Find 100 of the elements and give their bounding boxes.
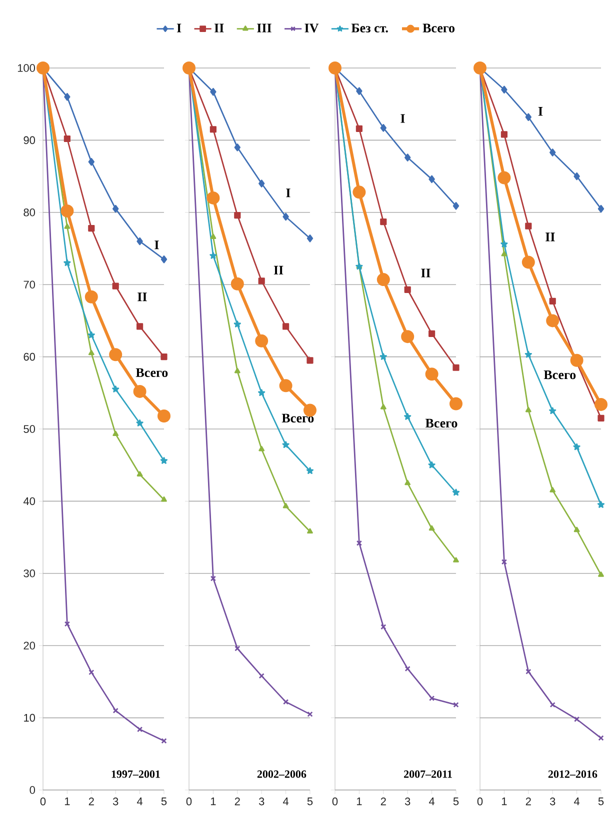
point <box>376 273 390 286</box>
point <box>428 175 435 184</box>
point <box>598 414 604 422</box>
point <box>550 148 556 156</box>
point <box>380 353 387 360</box>
point <box>452 488 460 496</box>
point <box>452 364 460 371</box>
x-tick-label: 4 <box>428 798 435 806</box>
point <box>549 298 556 305</box>
x-tick-label: 2 <box>526 798 531 806</box>
point <box>136 323 144 330</box>
point <box>598 572 604 577</box>
y-tick-label: 40 <box>23 497 36 506</box>
point <box>452 202 460 210</box>
point <box>546 314 560 328</box>
point <box>112 204 119 213</box>
point <box>356 87 362 95</box>
point <box>500 131 508 138</box>
legend-label: Всего <box>422 24 455 32</box>
point <box>574 716 580 722</box>
point <box>258 278 265 284</box>
point <box>282 323 290 330</box>
point <box>279 379 292 392</box>
point <box>526 668 532 674</box>
point <box>160 353 168 360</box>
point <box>525 222 532 230</box>
point <box>453 557 459 562</box>
point <box>112 282 119 290</box>
y-tick-label: 100 <box>18 64 36 72</box>
point <box>64 621 70 627</box>
x-tick-label: 5 <box>598 798 604 806</box>
point <box>501 250 508 256</box>
point <box>60 204 74 218</box>
point <box>210 126 216 133</box>
point <box>282 441 290 448</box>
point <box>210 252 217 259</box>
point <box>380 404 386 410</box>
x-tick-label: 1 <box>502 798 507 806</box>
point <box>404 666 410 672</box>
annotation: I <box>400 114 405 123</box>
point <box>84 290 98 304</box>
point <box>428 525 435 531</box>
point <box>182 61 196 74</box>
y-tick-label: 10 <box>24 714 36 722</box>
point <box>88 158 94 166</box>
point <box>136 471 143 476</box>
point <box>234 144 240 152</box>
point <box>404 286 411 293</box>
point <box>501 86 508 94</box>
point <box>234 320 241 328</box>
point <box>306 234 314 242</box>
point <box>210 88 216 96</box>
x-tick-label: 3 <box>258 798 264 806</box>
x-tick-label: 4 <box>282 798 289 806</box>
point <box>401 330 414 344</box>
annotation: 1997–2001 <box>112 770 160 778</box>
x-tick-label: 3 <box>550 798 556 806</box>
point <box>64 92 70 101</box>
x-tick-label: 2 <box>88 798 94 806</box>
point <box>524 350 532 358</box>
x-tick-label: 1 <box>356 798 362 806</box>
point <box>306 467 314 474</box>
point <box>573 443 580 450</box>
point <box>474 61 487 74</box>
point <box>356 125 362 132</box>
point <box>404 154 411 162</box>
annotation: 2012–2016 <box>548 770 598 778</box>
x-tick-label: 4 <box>136 798 143 806</box>
point <box>206 191 220 204</box>
point <box>425 368 438 381</box>
point <box>109 348 122 362</box>
point <box>88 669 94 676</box>
annotation: I <box>286 188 290 198</box>
annotation: 2007–2011 <box>404 770 452 778</box>
point <box>258 389 266 396</box>
point <box>255 334 268 348</box>
annotation: I <box>538 107 543 116</box>
x-tick-label: 2 <box>234 798 240 806</box>
legend-label: Без ст. <box>351 24 388 32</box>
x-tick-label: 0 <box>186 798 192 806</box>
point <box>525 113 532 121</box>
x-tick-label: 5 <box>307 798 313 806</box>
point <box>570 354 584 367</box>
point <box>161 496 167 502</box>
point <box>210 576 216 582</box>
point <box>160 457 168 464</box>
annotation: Всего <box>136 368 168 377</box>
point <box>597 501 605 508</box>
x-tick-label: 3 <box>112 798 118 806</box>
point <box>157 410 170 422</box>
y-tick-label: 90 <box>24 136 36 144</box>
x-tick-label: 3 <box>404 798 410 806</box>
point <box>64 224 70 229</box>
point <box>404 480 411 486</box>
point <box>64 259 71 266</box>
x-tick-label: 5 <box>161 798 167 806</box>
point <box>594 398 608 411</box>
point <box>234 646 240 652</box>
point <box>136 726 143 732</box>
point <box>282 502 289 508</box>
